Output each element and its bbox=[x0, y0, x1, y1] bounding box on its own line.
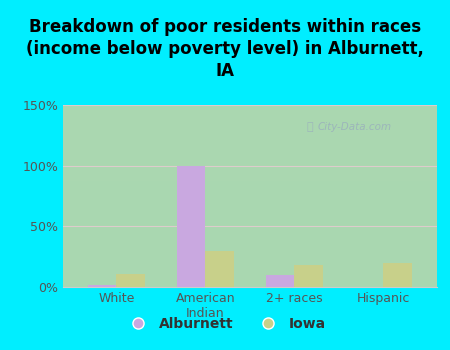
Legend: Alburnett, Iowa: Alburnett, Iowa bbox=[118, 311, 332, 336]
Text: ⓘ: ⓘ bbox=[306, 122, 313, 132]
Bar bbox=[177, 166, 205, 287]
Bar bbox=[117, 274, 145, 287]
Bar bbox=[294, 265, 323, 287]
Bar bbox=[205, 251, 234, 287]
Text: City-Data.com: City-Data.com bbox=[317, 122, 392, 132]
Bar bbox=[88, 285, 117, 287]
Bar bbox=[266, 275, 294, 287]
Bar bbox=[383, 263, 412, 287]
Text: Breakdown of poor residents within races
(income below poverty level) in Alburne: Breakdown of poor residents within races… bbox=[26, 18, 424, 80]
